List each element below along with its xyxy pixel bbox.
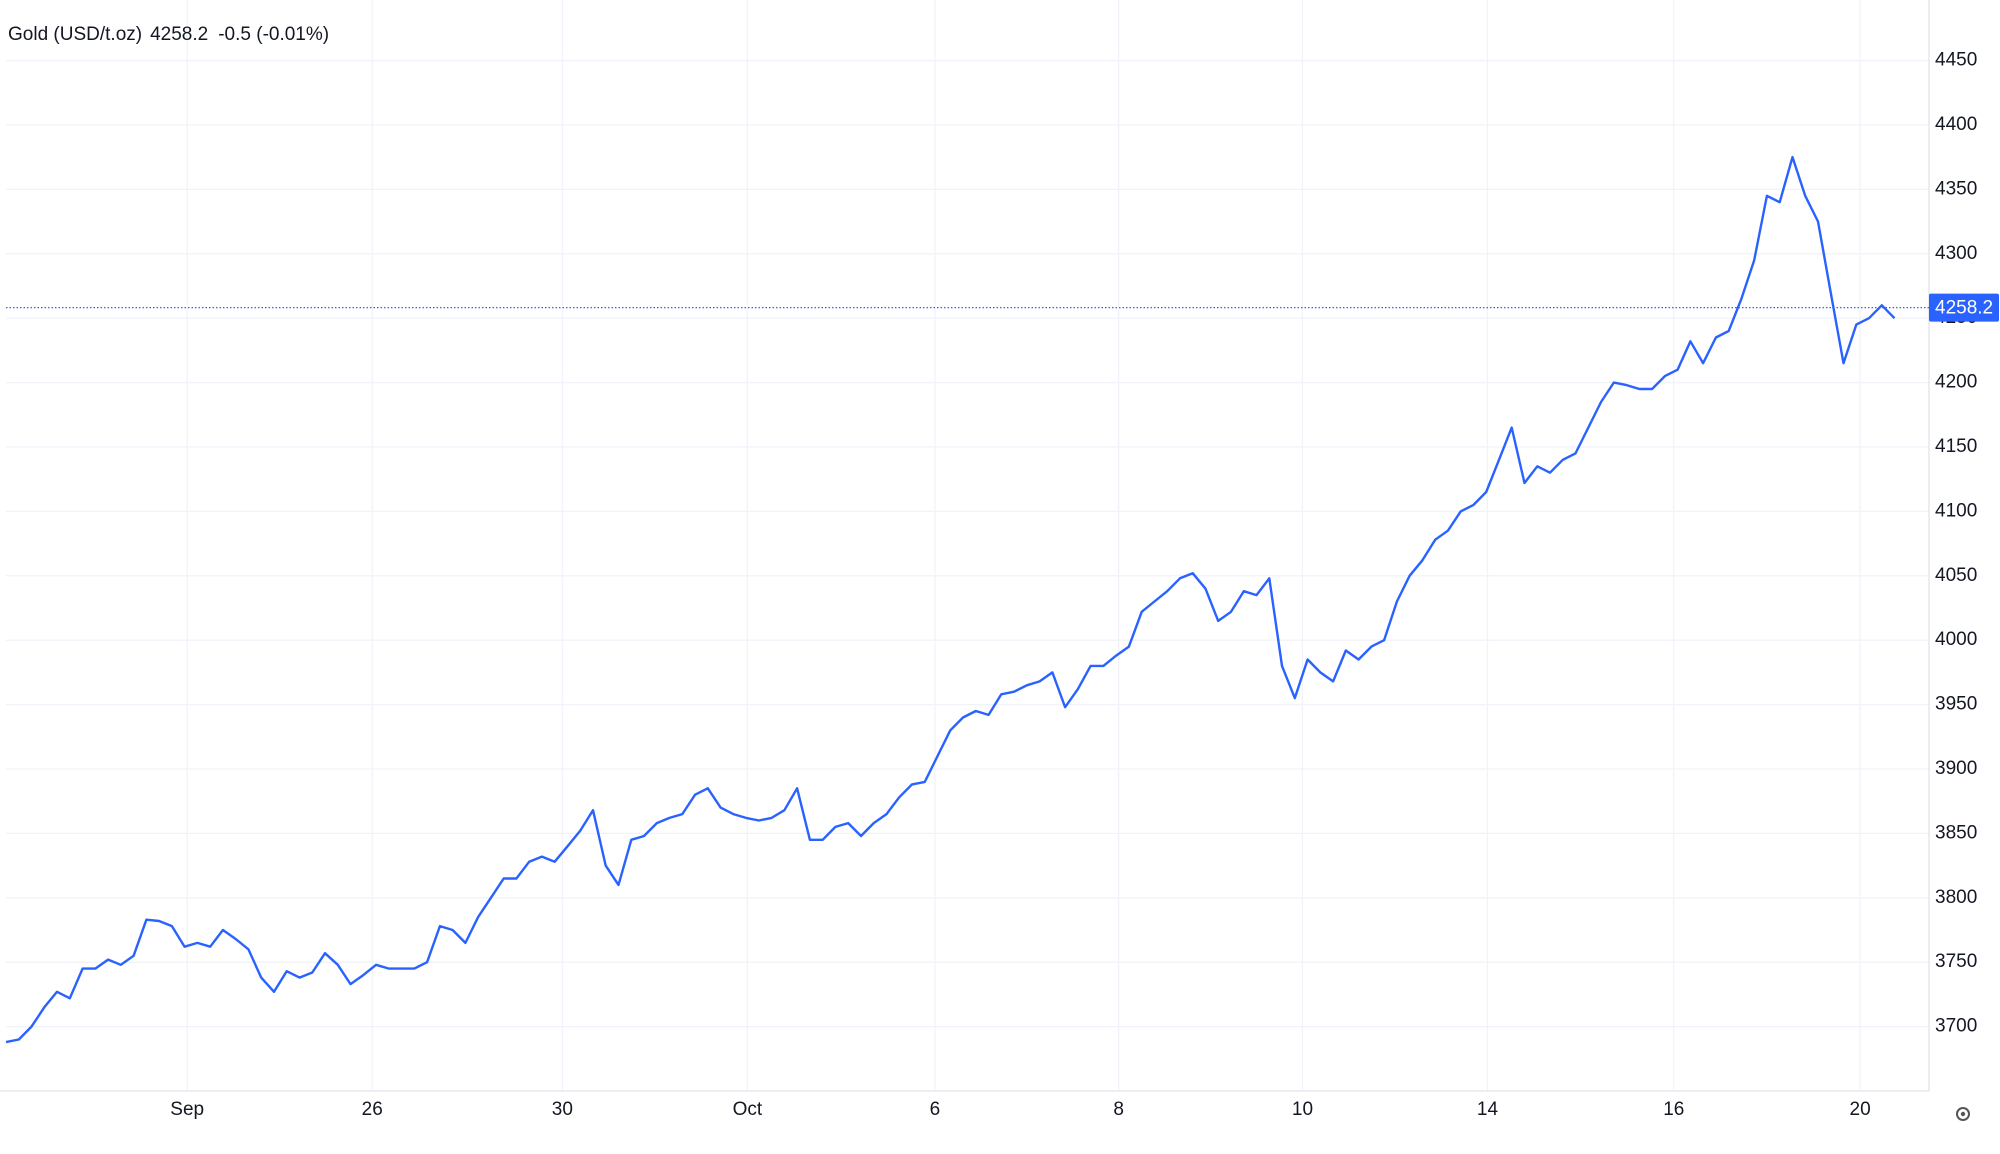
x-tick-label: 10 <box>1292 1099 1313 1120</box>
y-tick-label: 3850 <box>1935 822 1977 843</box>
y-tick-label: 3800 <box>1935 887 1977 908</box>
y-tick-label: 4400 <box>1935 114 1977 135</box>
settings-icon[interactable] <box>1956 1107 1970 1121</box>
gear-hub <box>1960 1111 1966 1117</box>
header-change: -0.5 (-0.01%) <box>218 24 329 45</box>
last-price-tag <box>1929 293 1999 322</box>
price-line <box>5 155 1896 1044</box>
x-tick-label: Oct <box>733 1099 763 1120</box>
x-tick-label: 30 <box>552 1099 573 1120</box>
y-tick-label: 3700 <box>1935 1016 1977 1037</box>
x-tick-label: 26 <box>362 1099 383 1120</box>
chart-title: Gold (USD/t.oz) <box>8 24 142 45</box>
y-tick-label: 4000 <box>1935 629 1977 650</box>
plot: 3700 3750 3800 3850 3900 3950 4000 4050 4100 4150… <box>0 0 1999 1120</box>
x-tick-label: 14 <box>1477 1099 1499 1120</box>
y-tick-label: 4450 <box>1935 50 1977 71</box>
y-tick-label: 4200 <box>1935 372 1977 393</box>
y-tick-label: 4350 <box>1935 178 1977 199</box>
y-tick-label: 4300 <box>1935 243 1977 264</box>
y-tick-label: 4050 <box>1935 565 1977 586</box>
gear <box>1956 1107 1970 1121</box>
y-tick-label: 4100 <box>1935 500 1977 521</box>
header-price: 4258.2 <box>150 24 208 45</box>
y-tick-label: 3950 <box>1935 694 1977 715</box>
y-tick-label: 3750 <box>1935 951 1977 972</box>
y-tick-label: 3900 <box>1935 758 1977 779</box>
x-tick-label: 16 <box>1663 1099 1684 1120</box>
x-tick-label: 6 <box>930 1099 941 1120</box>
y-tick-label: 4150 <box>1935 436 1977 457</box>
x-tick-label: 20 <box>1850 1099 1871 1120</box>
last-price-label: 4258.2 <box>1935 298 1993 319</box>
x-tick-label: 8 <box>1113 1099 1124 1120</box>
x-tick-label: Sep <box>170 1099 204 1120</box>
